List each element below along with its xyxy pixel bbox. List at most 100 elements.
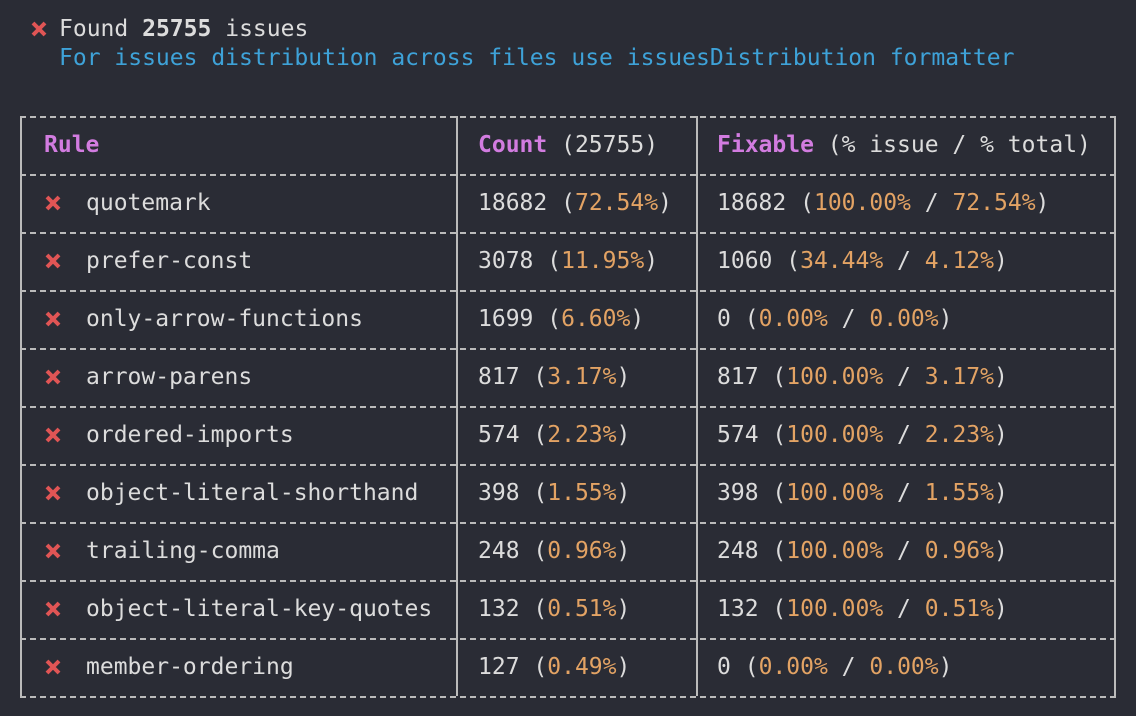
fixable-shares: 100.00%0.51% xyxy=(772,596,1007,622)
fixable-issue-share: 0.00% xyxy=(759,654,870,680)
fixable: 132 xyxy=(717,596,759,622)
fixable-issue-share: 100.00% xyxy=(786,538,924,564)
fixable-total-share: 1.55% xyxy=(924,480,994,506)
count-share: 0.49% xyxy=(533,654,630,680)
column-border xyxy=(20,116,22,696)
fixable-shares: 100.00%0.96% xyxy=(772,538,1007,564)
fixable-issue-share: 34.44% xyxy=(800,248,925,274)
fixable: 574 xyxy=(717,422,759,448)
count: 132 xyxy=(478,596,520,622)
count-share: 11.95% xyxy=(547,248,658,274)
issue-count: 25755 xyxy=(142,16,212,42)
rule-name: trailing-comma xyxy=(86,538,280,564)
count: 18682 xyxy=(478,190,548,216)
fixable: 0 xyxy=(717,306,731,332)
rule-name: arrow-parens xyxy=(86,364,253,390)
count-share: 1.55% xyxy=(533,480,630,506)
rule-name: prefer-const xyxy=(86,248,253,274)
header-rule: Rule xyxy=(44,132,100,158)
header-count-total: (25755) xyxy=(561,132,659,158)
error-icon xyxy=(45,311,61,327)
count: 127 xyxy=(478,654,520,680)
count-cell: 3078 11.95% xyxy=(478,246,658,276)
row-separator xyxy=(20,290,1116,292)
row-separator xyxy=(20,464,1116,466)
fixable-shares: 100.00%3.17% xyxy=(772,364,1007,390)
count-cell: 817 3.17% xyxy=(478,362,630,392)
count-cell: 127 0.49% xyxy=(478,652,630,682)
summary-line: Found 25755 issues xyxy=(59,14,308,44)
count: 3078 xyxy=(478,248,534,274)
fixable-cell: 0 0.00%0.00% xyxy=(717,652,952,682)
rule-name: quotemark xyxy=(86,190,211,216)
row-separator xyxy=(20,638,1116,640)
rule-name: member-ordering xyxy=(86,654,294,680)
count-share: 3.17% xyxy=(533,364,630,390)
row-separator xyxy=(20,232,1116,234)
row-separator xyxy=(20,116,1116,118)
fixable-cell: 132 100.00%0.51% xyxy=(717,594,1008,624)
fixable-shares: 34.44%4.12% xyxy=(786,248,1008,274)
row-separator xyxy=(20,348,1116,350)
fixable-shares: 100.00%2.23% xyxy=(772,422,1007,448)
row-separator xyxy=(20,696,1116,698)
row-separator xyxy=(20,174,1116,176)
fixable-total-share: 2.23% xyxy=(924,422,994,448)
error-icon xyxy=(45,659,61,675)
fixable-total-share: 0.00% xyxy=(869,306,939,332)
fixable-total-share: 0.96% xyxy=(924,538,994,564)
count-share: 0.51% xyxy=(533,596,630,622)
count: 398 xyxy=(478,480,520,506)
fixable-issue-share: 100.00% xyxy=(786,596,924,622)
count-cell: 574 2.23% xyxy=(478,420,630,450)
fixable-total-share: 4.12% xyxy=(924,248,994,274)
column-border xyxy=(456,116,458,696)
fixable-shares: 100.00%72.54% xyxy=(800,190,1049,216)
fixable: 248 xyxy=(717,538,759,564)
rule-name: only-arrow-functions xyxy=(86,306,363,332)
count-cell: 132 0.51% xyxy=(478,594,630,624)
fixable-total-share: 0.51% xyxy=(924,596,994,622)
header-fixable: Fixable (% issue / % total) xyxy=(717,130,1091,160)
count: 817 xyxy=(478,364,520,390)
count-share: 72.54% xyxy=(561,190,672,216)
fixable-issue-share: 100.00% xyxy=(786,364,924,390)
rule-name: object-literal-shorthand xyxy=(86,480,419,506)
row-separator xyxy=(20,406,1116,408)
fixable-cell: 18682 100.00%72.54% xyxy=(717,188,1049,218)
error-icon xyxy=(45,253,61,269)
fixable-cell: 817 100.00%3.17% xyxy=(717,362,1008,392)
issues: issues xyxy=(225,16,309,42)
fixable: 1060 xyxy=(717,248,773,274)
count-cell: 248 0.96% xyxy=(478,536,630,566)
fixable-shares: 0.00%0.00% xyxy=(745,306,953,332)
fixable: 18682 xyxy=(717,190,787,216)
count-share: 6.60% xyxy=(547,306,644,332)
error-icon xyxy=(31,21,47,37)
count-cell: 398 1.55% xyxy=(478,478,630,508)
fixable-issue-share: 100.00% xyxy=(814,190,952,216)
count-cell: 1699 6.60% xyxy=(478,304,644,334)
error-icon xyxy=(45,543,61,559)
header-count: Count (25755) xyxy=(478,130,658,160)
header-count-label: Count xyxy=(478,132,548,158)
error-icon xyxy=(45,601,61,617)
column-border xyxy=(696,116,698,696)
fixable-shares: 0.00%0.00% xyxy=(745,654,953,680)
row-separator xyxy=(20,522,1116,524)
count-share: 2.23% xyxy=(533,422,630,448)
fixable-shares: 100.00%1.55% xyxy=(772,480,1007,506)
count-cell: 18682 72.54% xyxy=(478,188,672,218)
fixable: 398 xyxy=(717,480,759,506)
fixable-cell: 248 100.00%0.96% xyxy=(717,536,1008,566)
fixable-total-share: 72.54% xyxy=(952,190,1036,216)
header-fixable-note: (% issue / % total) xyxy=(827,132,1091,158)
found: Found xyxy=(59,16,129,42)
count-share: 0.96% xyxy=(533,538,630,564)
error-icon xyxy=(45,427,61,443)
fixable-issue-share: 100.00% xyxy=(786,422,924,448)
error-icon xyxy=(45,195,61,211)
count: 1699 xyxy=(478,306,534,332)
row-separator xyxy=(20,580,1116,582)
